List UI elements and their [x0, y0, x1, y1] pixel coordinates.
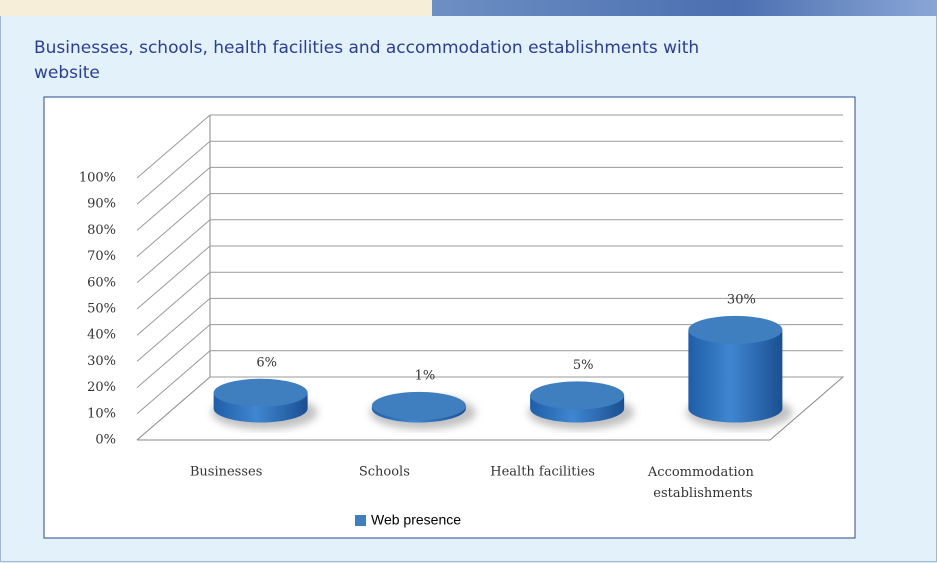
data-label: 30%: [727, 292, 756, 307]
grid-line: [136, 166, 843, 231]
legend-swatch: [355, 515, 366, 526]
x-tick-label: Health facilities: [490, 465, 595, 480]
y-tick-label: 60%: [87, 275, 116, 290]
x-tick-label: Businesses: [190, 465, 263, 480]
x-tick-label: Schools: [359, 465, 410, 480]
y-tick-label: 0%: [95, 433, 116, 448]
grid-line: [136, 193, 843, 257]
data-label: 1%: [415, 368, 436, 383]
legend-label: Web presence: [371, 512, 461, 528]
bar-top: [530, 381, 625, 410]
y-tick-label: 20%: [87, 380, 116, 395]
grid-line: [136, 376, 843, 441]
bar-top: [213, 378, 308, 407]
grid-line: [136, 324, 843, 388]
bar-top: [371, 391, 466, 420]
bar-body: [688, 329, 783, 423]
data-label: 6%: [256, 355, 277, 370]
bar: [371, 391, 466, 423]
y-tick-label: 50%: [87, 302, 116, 317]
y-tick-label: 90%: [87, 197, 116, 212]
y-tick-label: 80%: [87, 223, 116, 238]
y-tick-label: 70%: [87, 249, 116, 264]
grid-line: [136, 140, 843, 205]
y-tick-label: 30%: [87, 354, 116, 369]
grid-line: [136, 114, 843, 179]
grid-line: [136, 271, 843, 336]
header-image: [432, 0, 937, 16]
y-tick-label: 10%: [87, 406, 116, 421]
bar: [530, 381, 625, 423]
grid-line: [136, 297, 843, 362]
grid-line: [136, 350, 843, 415]
bar: [688, 315, 783, 423]
y-tick-label: 100%: [79, 171, 116, 186]
bar-top: [688, 315, 783, 344]
y-tick-label: 40%: [87, 328, 116, 343]
x-tick-label: Accommodation establishments: [647, 465, 755, 501]
data-label: 5%: [573, 358, 594, 373]
grid-line: [136, 245, 843, 310]
bar: [213, 378, 308, 423]
chart-title: Businesses, schools, health facilities a…: [34, 38, 700, 83]
grid-line: [136, 219, 843, 284]
